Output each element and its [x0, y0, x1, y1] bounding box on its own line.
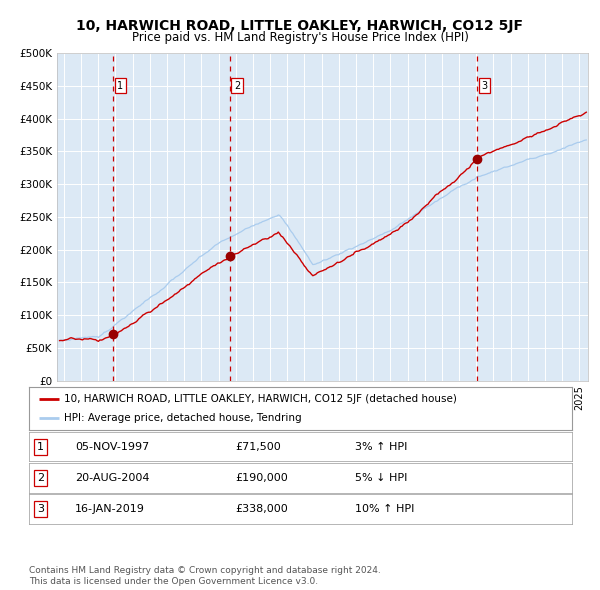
Text: 20-AUG-2004: 20-AUG-2004 — [75, 473, 149, 483]
Text: 5% ↓ HPI: 5% ↓ HPI — [355, 473, 407, 483]
Text: 10% ↑ HPI: 10% ↑ HPI — [355, 504, 414, 514]
Text: 1: 1 — [117, 81, 123, 91]
Text: 3: 3 — [481, 81, 487, 91]
Text: 2: 2 — [234, 81, 240, 91]
Text: 10, HARWICH ROAD, LITTLE OAKLEY, HARWICH, CO12 5JF (detached house): 10, HARWICH ROAD, LITTLE OAKLEY, HARWICH… — [64, 394, 457, 404]
Text: HPI: Average price, detached house, Tendring: HPI: Average price, detached house, Tend… — [64, 412, 302, 422]
Text: 2: 2 — [37, 473, 44, 483]
Text: 3: 3 — [37, 504, 44, 514]
Text: 16-JAN-2019: 16-JAN-2019 — [75, 504, 145, 514]
Text: £190,000: £190,000 — [235, 473, 288, 483]
Text: 10, HARWICH ROAD, LITTLE OAKLEY, HARWICH, CO12 5JF: 10, HARWICH ROAD, LITTLE OAKLEY, HARWICH… — [77, 19, 523, 33]
Text: 05-NOV-1997: 05-NOV-1997 — [75, 442, 149, 451]
Text: 3% ↑ HPI: 3% ↑ HPI — [355, 442, 407, 451]
Text: Contains HM Land Registry data © Crown copyright and database right 2024.
This d: Contains HM Land Registry data © Crown c… — [29, 566, 380, 586]
Text: 1: 1 — [37, 442, 44, 451]
Text: £71,500: £71,500 — [235, 442, 281, 451]
Text: Price paid vs. HM Land Registry's House Price Index (HPI): Price paid vs. HM Land Registry's House … — [131, 31, 469, 44]
Text: £338,000: £338,000 — [235, 504, 288, 514]
